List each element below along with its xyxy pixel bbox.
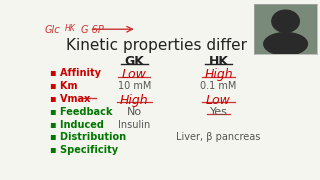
Text: Liver, β pancreas: Liver, β pancreas — [176, 132, 261, 143]
Text: G 6P: G 6P — [81, 25, 104, 35]
Text: ▪ Specificity: ▪ Specificity — [50, 145, 118, 155]
Text: ▪ Km: ▪ Km — [50, 81, 77, 91]
Ellipse shape — [264, 33, 308, 55]
Text: ▪ Feedback: ▪ Feedback — [50, 107, 112, 117]
Text: ▪ Distribution: ▪ Distribution — [50, 132, 126, 143]
Text: ▪ Vmax: ▪ Vmax — [50, 94, 90, 104]
Text: Kinetic properties differ: Kinetic properties differ — [66, 38, 247, 53]
Text: 0.1 mM: 0.1 mM — [200, 81, 237, 91]
Text: No: No — [127, 107, 142, 117]
Text: GK: GK — [124, 55, 144, 68]
Text: High: High — [120, 94, 148, 107]
Text: High: High — [204, 68, 233, 81]
Text: Low: Low — [206, 94, 231, 107]
Text: ▪ Induced: ▪ Induced — [50, 120, 104, 130]
Circle shape — [272, 10, 299, 32]
Text: HK: HK — [209, 55, 228, 68]
Text: Low: Low — [122, 68, 147, 81]
Text: Yes: Yes — [210, 107, 228, 117]
Text: Glc: Glc — [45, 25, 60, 35]
Text: Insulin: Insulin — [118, 120, 150, 130]
Text: 10 mM: 10 mM — [117, 81, 151, 91]
Text: ▪ Affinity: ▪ Affinity — [50, 68, 101, 78]
Text: HK: HK — [65, 24, 76, 33]
